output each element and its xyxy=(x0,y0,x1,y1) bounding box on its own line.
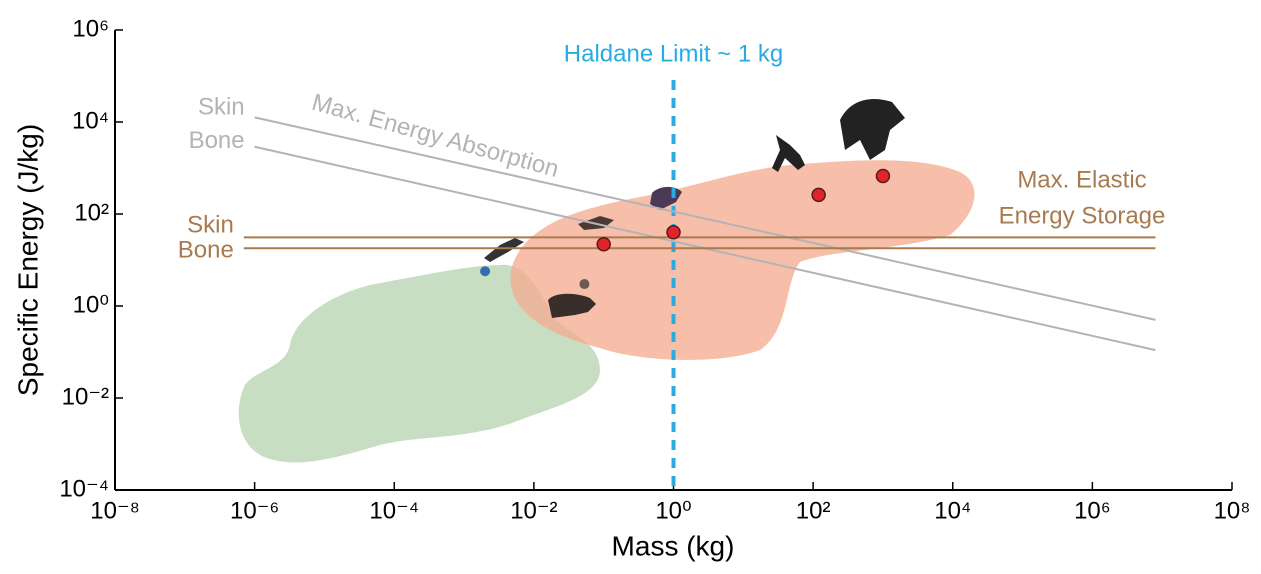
group-label: Max. Energy Absorption xyxy=(309,89,562,183)
y-tick-label: 10⁴ xyxy=(72,107,109,134)
y-tick-label: 10⁻⁴ xyxy=(59,475,109,502)
haldane-label: Haldane Limit ~ 1 kg xyxy=(564,40,783,67)
data-point xyxy=(579,279,589,289)
x-tick-label: 10² xyxy=(796,497,831,524)
x-tick-label: 10⁻⁴ xyxy=(369,497,419,524)
x-tick-label: 10⁴ xyxy=(934,497,971,524)
line-name: Skin xyxy=(187,212,234,239)
y-tick-label: 10⁻² xyxy=(62,383,109,410)
y-tick-label: 10⁰ xyxy=(73,291,109,318)
x-axis-label: Mass (kg) xyxy=(612,530,735,561)
group-label: Max. Elastic xyxy=(1017,166,1146,193)
data-point xyxy=(876,170,889,183)
line-name: Bone xyxy=(189,127,245,154)
data-point xyxy=(667,226,680,239)
data-point xyxy=(597,238,610,251)
y-tick-label: 10⁶ xyxy=(72,15,109,42)
line-name: Bone xyxy=(178,237,234,264)
y-axis-label: Specific Energy (J/kg) xyxy=(12,124,43,396)
silhouette xyxy=(840,99,905,160)
x-tick-label: 10⁰ xyxy=(655,497,691,524)
y-tick-label: 10² xyxy=(74,199,109,226)
x-tick-label: 10⁻⁶ xyxy=(230,497,279,524)
data-point xyxy=(480,266,490,276)
x-tick-label: 10⁻² xyxy=(510,497,557,524)
line-name: Skin xyxy=(198,94,245,121)
group-label: Energy Storage xyxy=(999,202,1166,229)
chart: Mass (kg) Specific Energy (J/kg) 10⁻⁸10⁻… xyxy=(0,0,1261,569)
x-tick-label: 10⁶ xyxy=(1074,497,1111,524)
data-point xyxy=(812,188,825,201)
x-tick-label: 10⁸ xyxy=(1214,497,1251,524)
